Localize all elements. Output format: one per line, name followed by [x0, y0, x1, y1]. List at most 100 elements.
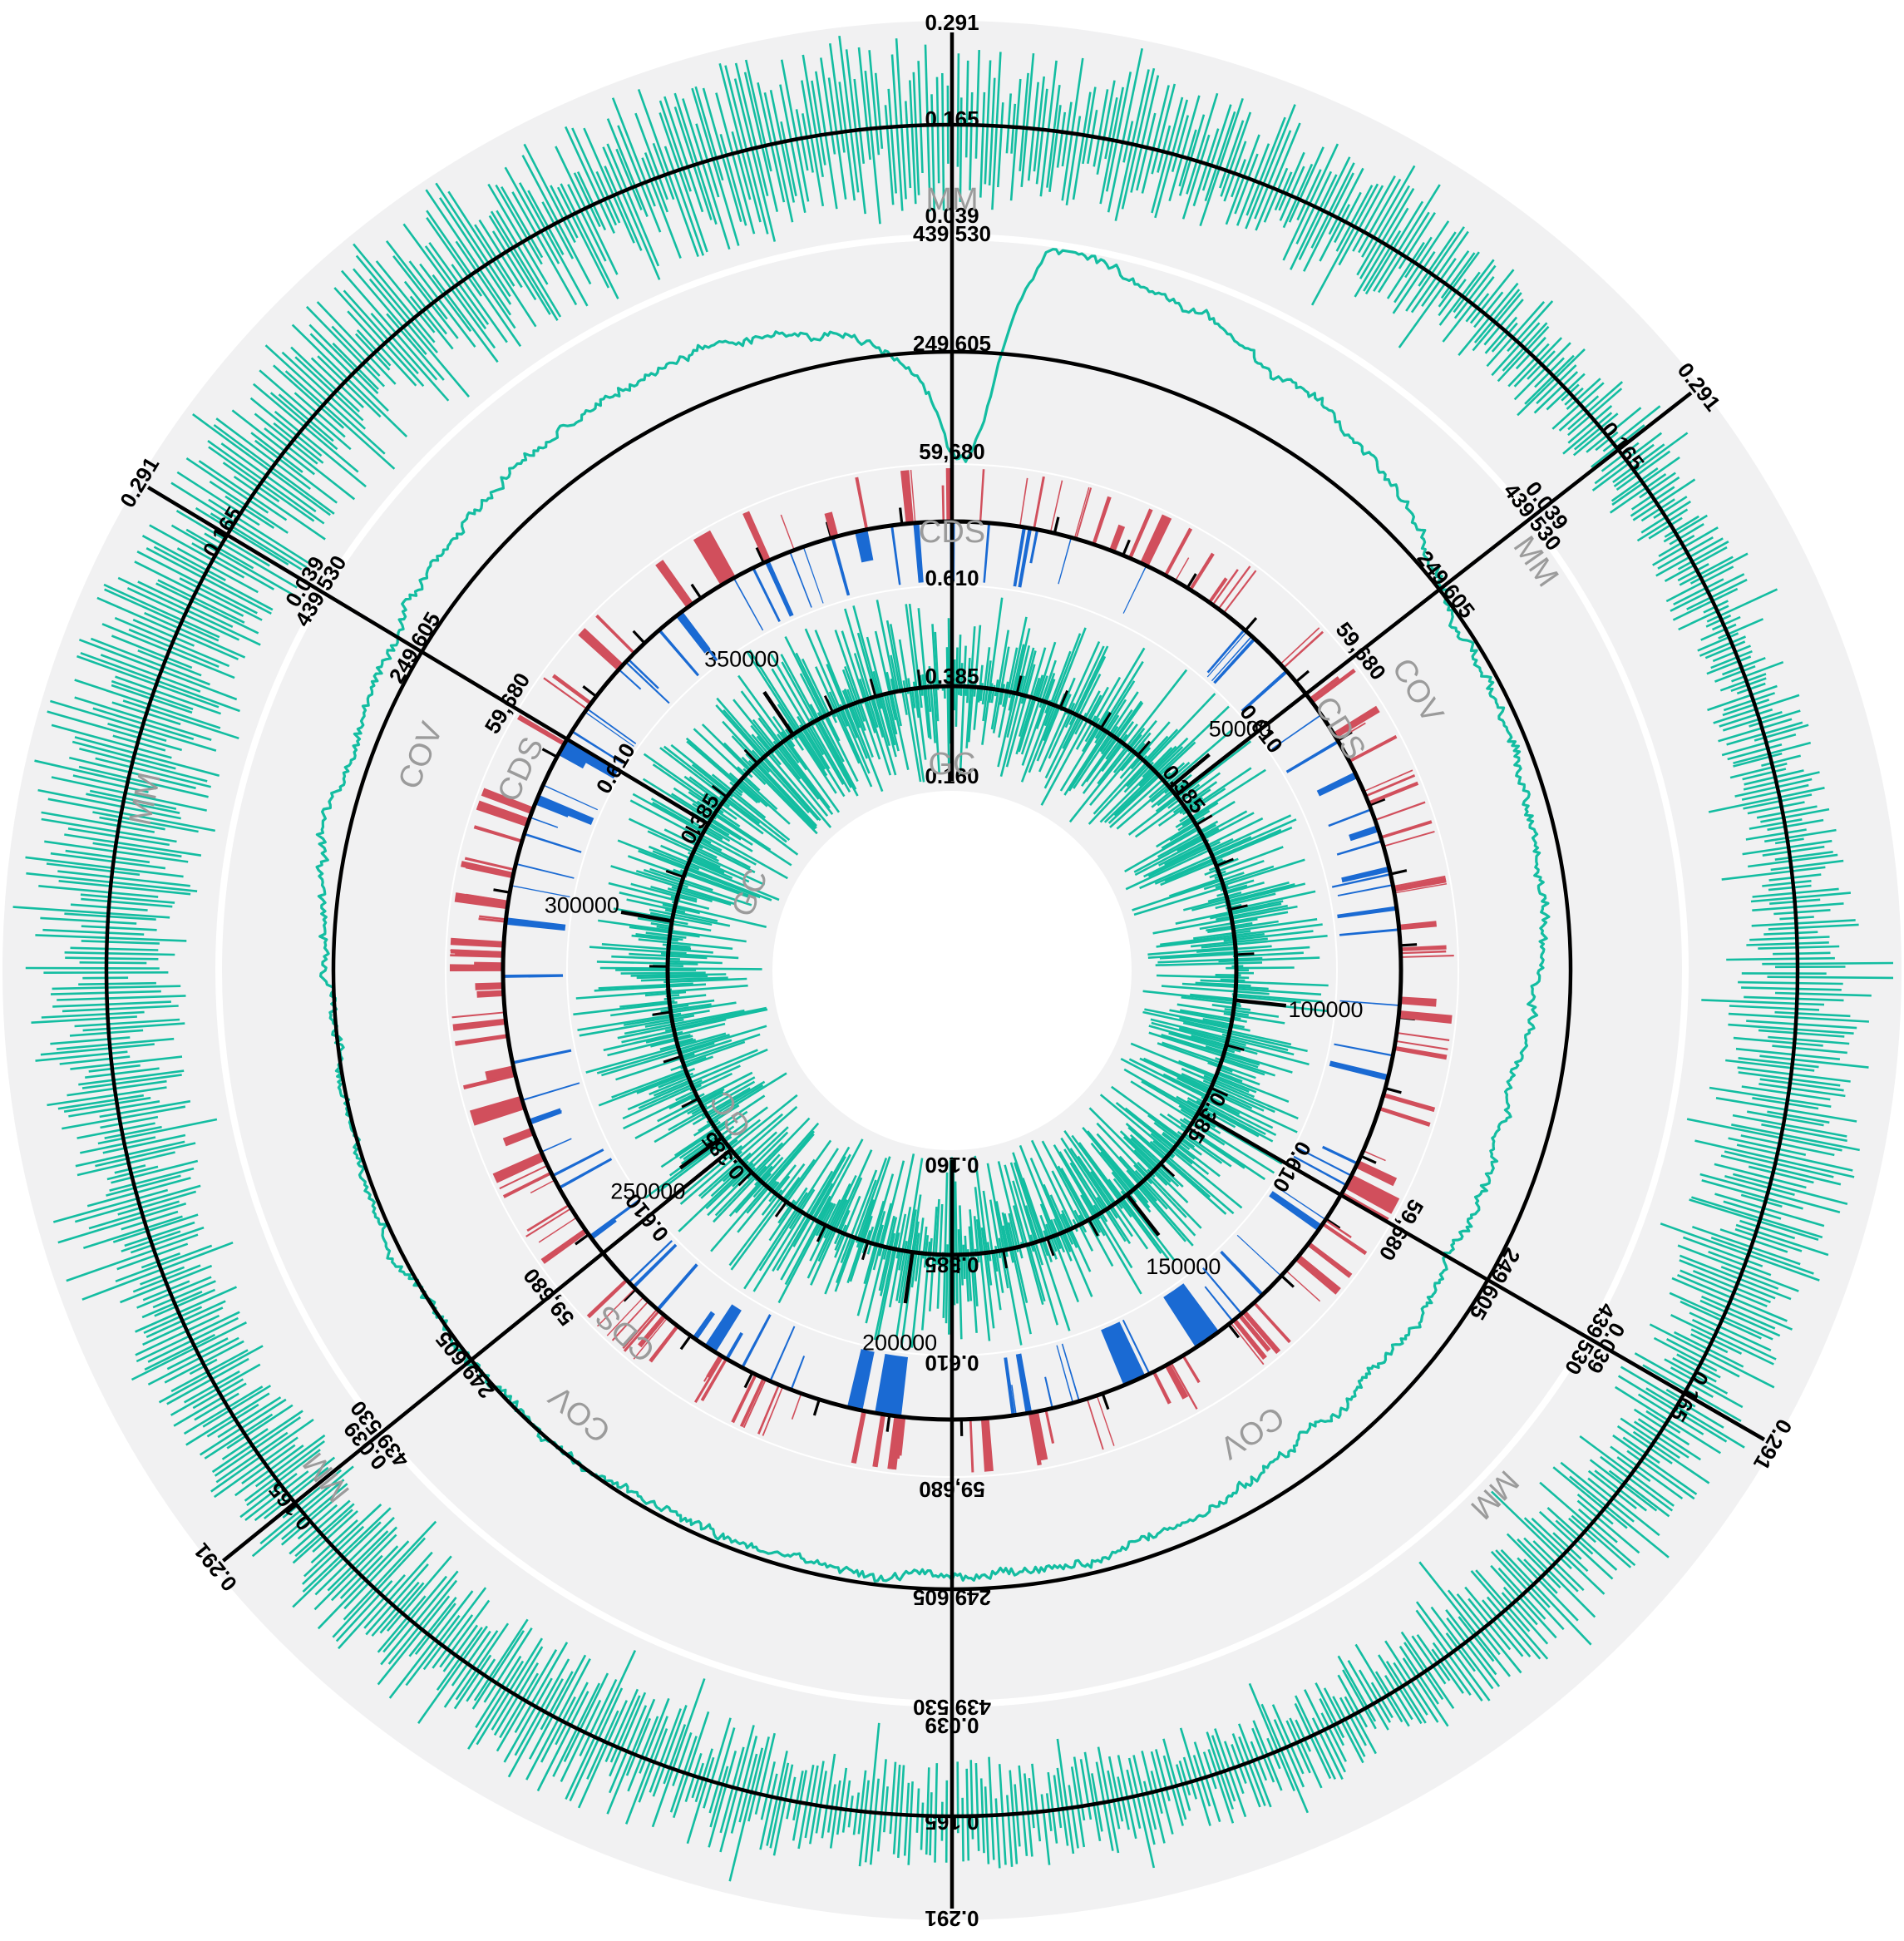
data-segment: [1483, 299, 1524, 346]
cds-bar: [503, 809, 530, 820]
cds-bar: [1220, 1250, 1264, 1296]
data-segment: [1475, 1569, 1531, 1632]
data-segment: [1236, 952, 1255, 956]
data-segment: [211, 1410, 303, 1474]
data-segment: [688, 854, 750, 883]
data-segment: [685, 833, 751, 869]
data-segment: [1622, 1436, 1660, 1464]
data-segment: [194, 1392, 239, 1421]
data-segment: [1672, 1357, 1717, 1383]
data-segment: [166, 1357, 249, 1405]
cds-bar: [464, 857, 515, 872]
data-segment: [1398, 250, 1470, 348]
data-segment: [185, 457, 269, 514]
data-segment: [471, 1630, 525, 1710]
data-segment: [975, 1219, 991, 1341]
data-segment: [974, 1155, 993, 1286]
data-segment: [284, 370, 396, 470]
data-segment: [1203, 1074, 1255, 1099]
data-segment: [1200, 979, 1329, 987]
data-segment: [149, 524, 245, 579]
data-segment: [1099, 712, 1112, 729]
data-segment: [1669, 1292, 1773, 1341]
data-segment: [1336, 730, 1353, 742]
data-segment: [1359, 187, 1415, 279]
data-segment: [1692, 1269, 1771, 1304]
data-segment: [1418, 1561, 1512, 1677]
data-segment: [1077, 1155, 1133, 1237]
data-segment: [1148, 1031, 1259, 1069]
data-segment: [1099, 725, 1119, 753]
data-segment: [1295, 1719, 1312, 1752]
data-segment: [815, 1203, 835, 1237]
data-segment: [1211, 836, 1252, 856]
data-segment: [980, 1227, 995, 1329]
data-segment: [47, 798, 216, 832]
data-segment: [1232, 951, 1304, 958]
cds-bar: [589, 1217, 617, 1240]
data-segment: [1229, 904, 1248, 911]
cds-bar: [1230, 1322, 1265, 1366]
data-segment: [824, 1233, 851, 1295]
data-segment: [1517, 1538, 1596, 1618]
data-segment: [644, 1106, 768, 1199]
data-segment: [1617, 1375, 1728, 1443]
data-segment: [1079, 1759, 1093, 1820]
data-segment: [673, 1094, 766, 1157]
data-segment: [1691, 1196, 1823, 1239]
data-segment: [1149, 1140, 1235, 1215]
cds-bar: [1241, 669, 1288, 713]
data-segment: [772, 1764, 794, 1856]
data-segment: [748, 649, 826, 770]
cds-bar: [1015, 1353, 1031, 1414]
data-segment: [1236, 143, 1270, 226]
data-segment: [1747, 801, 1805, 815]
data-segment: [100, 1115, 159, 1129]
data-segment: [528, 1654, 587, 1760]
data-segment: [1665, 566, 1734, 603]
data-segment: [1645, 1410, 1681, 1434]
data-segment: [691, 763, 734, 798]
data-segment: [1122, 539, 1131, 556]
cds-bar: [633, 1317, 668, 1360]
cds-bar: [450, 937, 505, 948]
data-segment: [1129, 1133, 1166, 1168]
data-segment: [402, 223, 496, 349]
data-segment: [1168, 95, 1201, 202]
data-segment: [246, 1449, 321, 1507]
data-segment: [973, 625, 982, 697]
data-segment: [1005, 93, 1012, 154]
data-segment: [754, 1165, 773, 1186]
data-segment: [1089, 732, 1152, 807]
data-segment: [1155, 1749, 1171, 1802]
data-segment: [855, 1157, 888, 1243]
cds-bar: [1374, 801, 1426, 822]
data-segment: [25, 966, 160, 970]
data-segment: [815, 71, 838, 210]
data-segment: [1691, 1225, 1801, 1266]
y-axis-label: 439,530: [913, 221, 991, 246]
data-segment: [890, 654, 900, 692]
data-segment: [144, 611, 246, 659]
data-segment: [874, 72, 884, 149]
data-segment: [511, 191, 578, 306]
data-segment: [1164, 842, 1209, 867]
data-segment: [1500, 1548, 1592, 1646]
data-segment: [1088, 686, 1109, 723]
data-segment: [1774, 837, 1804, 845]
data-segment: [1155, 961, 1263, 966]
cds-bar: [585, 711, 634, 747]
data-segment: [439, 1599, 491, 1668]
data-segment: [698, 1104, 740, 1133]
data-segment: [1019, 72, 1029, 171]
data-segment: [231, 409, 315, 476]
data-segment: [899, 507, 904, 525]
data-segment: [627, 855, 688, 878]
data-segment: [1741, 783, 1809, 801]
data-segment: [1096, 1122, 1187, 1218]
data-segment: [432, 1614, 474, 1669]
cds-bar: [1293, 1155, 1347, 1187]
data-segment: [1199, 97, 1244, 227]
data-segment: [1736, 682, 1766, 695]
data-segment: [703, 1717, 732, 1809]
